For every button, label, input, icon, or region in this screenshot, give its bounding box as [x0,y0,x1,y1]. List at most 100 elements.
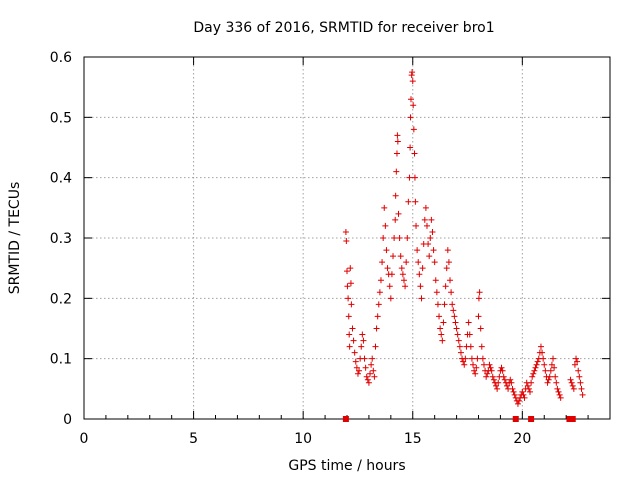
data-point [542,367,549,374]
data-point [367,370,374,377]
data-point [511,391,518,398]
zero-data-point [566,416,573,422]
data-point [574,358,581,365]
data-point [483,373,490,380]
data-point [472,370,479,377]
data-point [351,349,358,356]
data-point [352,358,359,365]
data-point [405,198,412,205]
data-point [344,283,351,290]
data-point [537,343,544,350]
data-point [476,289,483,296]
data-point [349,325,356,332]
data-point [521,394,528,401]
data-point [553,379,560,386]
data-point [475,313,482,320]
data-point [342,228,349,235]
data-point [569,382,576,389]
y-tick-label: 0.4 [50,171,72,187]
data-point [382,222,389,229]
data-point [362,364,369,371]
data-point [358,343,365,350]
data-point [426,253,433,260]
data-point [399,271,406,278]
data-point [533,361,540,368]
data-point [555,388,562,395]
data-point [508,379,515,386]
data-point [347,265,354,272]
data-point [407,144,414,151]
data-point [374,313,381,320]
data-point [388,271,395,278]
data-point [573,355,580,362]
data-point [534,358,541,365]
chart-title: Day 336 of 2016, SRMTID for receiver bro… [193,20,494,36]
data-point [470,361,477,368]
data-point [394,132,401,139]
data-point [418,295,425,302]
data-point [379,259,386,266]
data-point [539,349,546,356]
data-point [451,313,458,320]
data-point [500,373,507,380]
data-point [490,376,497,383]
data-point [579,391,586,398]
data-point [551,364,558,371]
data-point [501,376,508,383]
y-tick-labels: 0 0.1 0.2 0.3 0.4 0.5 0.6 [50,50,72,428]
data-point [396,235,403,241]
data-point [419,265,426,272]
data-point [495,379,502,386]
data-point [364,376,371,383]
data-point [381,204,388,211]
data-point [450,307,457,314]
y-tick-label: 0.2 [50,291,72,307]
data-point [474,355,481,362]
data-point [532,364,539,371]
data-point [393,168,400,175]
data-point [365,379,372,386]
data-point [422,204,429,211]
data-point [576,373,583,380]
data-point [528,379,535,386]
data-point [345,313,352,320]
data-point [369,355,376,362]
data-point [510,388,517,395]
data-point [434,301,441,308]
data-point [404,235,411,241]
data-point [487,364,494,371]
data-point [494,385,501,392]
data-point [392,216,399,223]
data-point [413,222,420,229]
data-point [453,325,460,332]
data-point [411,174,418,181]
zero-data-point [528,416,535,422]
data-points [342,69,586,422]
data-point [527,388,534,395]
data-point [395,210,402,217]
x-tick-label: 20 [513,431,531,447]
data-point [557,394,564,401]
data-point [514,400,521,407]
data-point [466,331,473,338]
data-point [525,385,532,392]
data-point [475,295,482,302]
y-tick-label: 0.1 [50,352,72,368]
data-point [503,382,510,389]
data-point [454,331,461,338]
data-point [554,385,561,392]
data-point [348,301,355,308]
data-point [547,367,554,374]
data-point [550,355,557,362]
data-point [465,319,472,326]
data-point [428,216,435,223]
data-point [375,301,382,308]
data-point [570,385,577,392]
data-point [548,361,555,368]
data-point [452,319,459,326]
data-point [409,69,416,76]
data-point [571,361,578,368]
data-point [530,370,537,377]
data-point [386,283,393,290]
data-point [540,355,547,362]
